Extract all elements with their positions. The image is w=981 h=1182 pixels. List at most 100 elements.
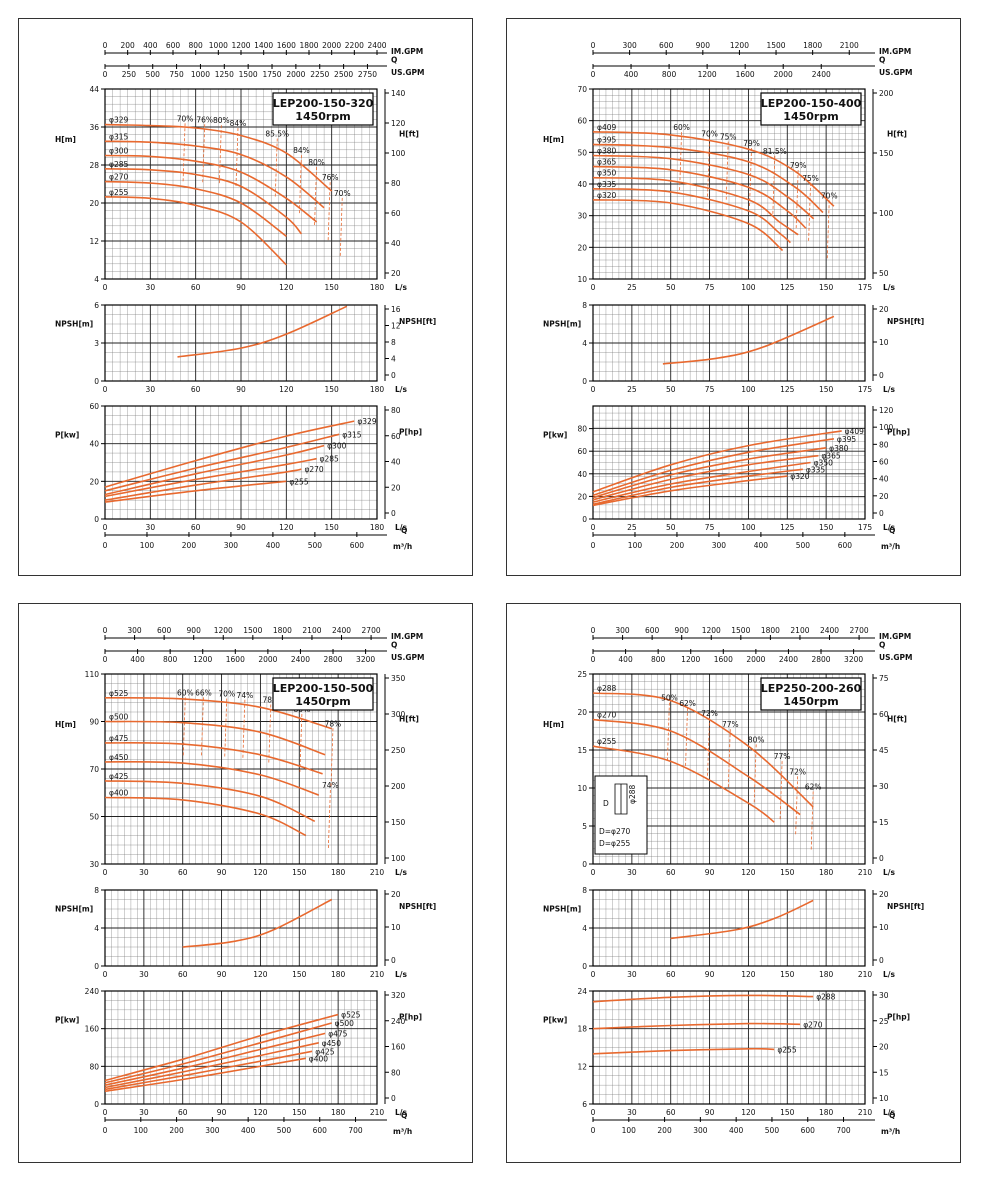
efficiency-label: 78%	[262, 696, 279, 705]
power-curve-label: φ395	[837, 435, 856, 444]
us-gpm-tick-label: 2500	[334, 70, 353, 79]
chart-panel-4: 0 300 600 900 1200 1500 1800 2100 2400 2700 0 400 80…	[506, 603, 961, 1163]
y-tick-label: 30	[89, 860, 99, 869]
y-tick-label: 40	[89, 440, 99, 449]
im-gpm-tick-label: 2200	[345, 41, 364, 50]
y-right-tick-label: 0	[879, 371, 884, 380]
im-gpm-tick-label: 800	[189, 41, 204, 50]
y-right-tick-label: 320	[391, 991, 406, 1000]
x-tick-label: 120	[253, 970, 268, 979]
efficiency-contour	[749, 147, 752, 207]
speed-label: 1450rpm	[295, 695, 350, 708]
im-gpm-tick-label: 300	[622, 41, 637, 50]
power-curve-1	[104, 433, 340, 492]
inset-d: D	[603, 799, 609, 808]
x-tick-label: 210	[858, 970, 873, 979]
efficiency-label: 81.5%	[763, 147, 787, 156]
m3h-tick-label: 400	[241, 1126, 256, 1135]
efficiency-label: 72%	[701, 709, 718, 718]
us-gpm-tick-label: 1600	[714, 655, 733, 664]
m3h-tick-label: 200	[670, 541, 685, 550]
x-tick-label: 180	[370, 283, 385, 292]
us-gpm-tick-label: 500	[146, 70, 161, 79]
y-axis-label: NPSH[m]	[543, 319, 581, 328]
m3h-tick-label: 600	[801, 1126, 816, 1135]
im-gpm-tick-label: 900	[696, 41, 711, 50]
y-right-tick-label: 350	[391, 674, 406, 683]
im-gpm-tick-label: 1500	[243, 626, 262, 635]
im-gpm-tick-label: 0	[103, 41, 108, 50]
title-frame	[760, 92, 862, 126]
m3h-tick-label: 100	[622, 1126, 637, 1135]
m3h-tick-label: 500	[308, 541, 323, 550]
y-tick-label: 20	[89, 477, 99, 486]
us-gpm-tick-label: 800	[163, 655, 178, 664]
y-tick-label: 3	[94, 339, 99, 348]
y-tick-label: 60	[577, 117, 587, 126]
power-curve-label: φ380	[829, 444, 848, 453]
im-gpm-tick-label: 600	[645, 626, 660, 635]
y-right-tick-label: 40	[391, 239, 401, 248]
y-axis-label: P[kw]	[55, 1016, 79, 1025]
y-tick-label: 70	[577, 85, 587, 94]
y-axis-label: H[m]	[543, 720, 564, 729]
efficiency-label: 70%	[218, 690, 235, 699]
q-label-top: Q	[391, 56, 397, 65]
plot-frame	[104, 990, 378, 1105]
y-tick-label: 0	[94, 515, 99, 524]
efficiency-label: 77%	[774, 752, 791, 761]
model-name: LEP200-150-400	[761, 97, 862, 110]
y-tick-label: 6	[94, 301, 99, 310]
power-panel: 0 80 160 240 0 80 160 240 320 P[kw] P[hp] 0 30 60 90 12…	[55, 987, 422, 1117]
plot-frame	[104, 405, 378, 520]
efficiency-contour	[727, 729, 731, 788]
efficiency-contour	[826, 200, 830, 259]
efficiency-label: 75%	[802, 174, 819, 183]
y-right-tick-label: 12	[391, 322, 401, 331]
x-tick-label: 0	[591, 523, 596, 532]
y-right-axis-label: P[hp]	[399, 1012, 422, 1021]
im-gpm-tick-label: 1500	[766, 41, 785, 50]
x-tick-label: 150	[325, 385, 340, 394]
top-scales: 0 300 600 900 1200 1500 1800 2100 2400 2700 0 400 80…	[103, 626, 425, 664]
x-tick-label: 180	[370, 385, 385, 394]
power-curve-4	[592, 461, 811, 503]
power-curve-label: φ475	[328, 1029, 347, 1038]
y-tick-label: 60	[89, 402, 99, 411]
y-tick-label: 50	[577, 148, 587, 157]
x-axis-unit: L/s	[883, 868, 896, 877]
us-gpm-tick-label: 1200	[193, 655, 212, 664]
impeller-label: φ409	[597, 123, 616, 132]
x-tick-label: 150	[292, 1108, 307, 1117]
y-right-tick-label: 80	[879, 440, 889, 449]
power-curve-2	[104, 444, 325, 496]
y-tick-label: 36	[89, 123, 99, 132]
y-right-axis-label: H[ft]	[399, 715, 419, 724]
impeller-label: φ255	[597, 737, 616, 746]
impeller-label: φ288	[597, 684, 616, 693]
x-tick-label: 0	[103, 385, 108, 394]
y-axis-label: H[m]	[55, 720, 76, 729]
us-gpm-tick-label: 400	[624, 70, 639, 79]
x-tick-label: 30	[627, 868, 637, 877]
power-curve-label: φ270	[304, 465, 323, 474]
y-tick-label: 20	[577, 492, 587, 501]
model-name: LEP200-150-500	[273, 682, 374, 695]
efficiency-contour	[339, 197, 343, 256]
y-right-tick-label: 75	[879, 674, 889, 683]
y-tick-label: 40	[577, 180, 587, 189]
y-right-tick-label: 80	[391, 406, 401, 415]
im-gpm-tick-label: 2100	[790, 626, 809, 635]
us-gpm-tick-label: 2400	[812, 70, 831, 79]
efficiency-contour	[327, 182, 331, 241]
y-right-tick-label: 40	[391, 458, 401, 467]
y-right-tick-label: 25	[879, 1017, 889, 1026]
y-right-tick-label: 300	[391, 710, 406, 719]
head-curve-4	[592, 176, 799, 236]
power-curve-3	[104, 457, 317, 498]
y-right-tick-label: 60	[879, 710, 889, 719]
x-tick-label: 60	[666, 970, 676, 979]
